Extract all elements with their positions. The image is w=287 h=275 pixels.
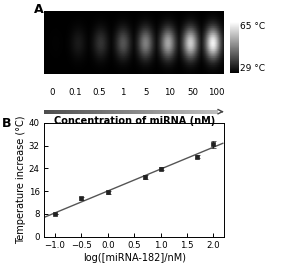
Text: 0: 0 <box>49 88 55 97</box>
Text: A: A <box>34 3 43 16</box>
Text: 10: 10 <box>164 88 175 97</box>
X-axis label: log([miRNA-182]/nM): log([miRNA-182]/nM) <box>83 253 186 263</box>
Text: 1: 1 <box>120 88 125 97</box>
Text: 100: 100 <box>208 88 225 97</box>
Text: B: B <box>2 117 12 130</box>
Text: 65 °C: 65 °C <box>240 22 265 31</box>
Text: 0.1: 0.1 <box>68 88 82 97</box>
Text: Concentration of miRNA (nM): Concentration of miRNA (nM) <box>54 116 215 125</box>
Text: 0.5: 0.5 <box>92 88 106 97</box>
Text: 50: 50 <box>188 88 199 97</box>
Text: 29 °C: 29 °C <box>240 64 265 73</box>
Text: 5: 5 <box>143 88 149 97</box>
Y-axis label: Temperature increase (°C): Temperature increase (°C) <box>16 116 26 244</box>
